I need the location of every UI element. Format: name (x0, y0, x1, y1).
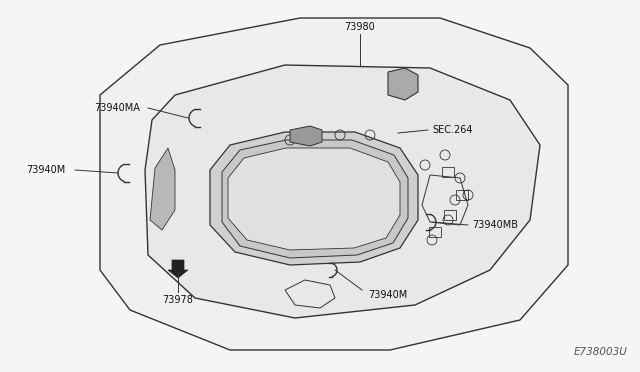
Bar (444, 210, 456, 220)
Text: 73940M: 73940M (368, 290, 407, 300)
Text: 73978: 73978 (163, 295, 193, 305)
Text: 73980: 73980 (344, 22, 376, 32)
Bar (429, 227, 441, 237)
Polygon shape (228, 148, 400, 250)
Bar (456, 190, 468, 200)
Polygon shape (290, 126, 322, 146)
Polygon shape (100, 18, 568, 350)
Text: 73940MB: 73940MB (472, 220, 518, 230)
Text: 73940M: 73940M (26, 165, 65, 175)
Polygon shape (150, 148, 175, 230)
Text: SEC.264: SEC.264 (432, 125, 472, 135)
Polygon shape (210, 132, 418, 265)
Text: 73940MA: 73940MA (94, 103, 140, 113)
Polygon shape (222, 140, 408, 258)
Polygon shape (168, 260, 188, 278)
Text: E738003U: E738003U (574, 347, 628, 357)
Bar (442, 167, 454, 177)
Polygon shape (388, 68, 418, 100)
Polygon shape (145, 65, 540, 318)
